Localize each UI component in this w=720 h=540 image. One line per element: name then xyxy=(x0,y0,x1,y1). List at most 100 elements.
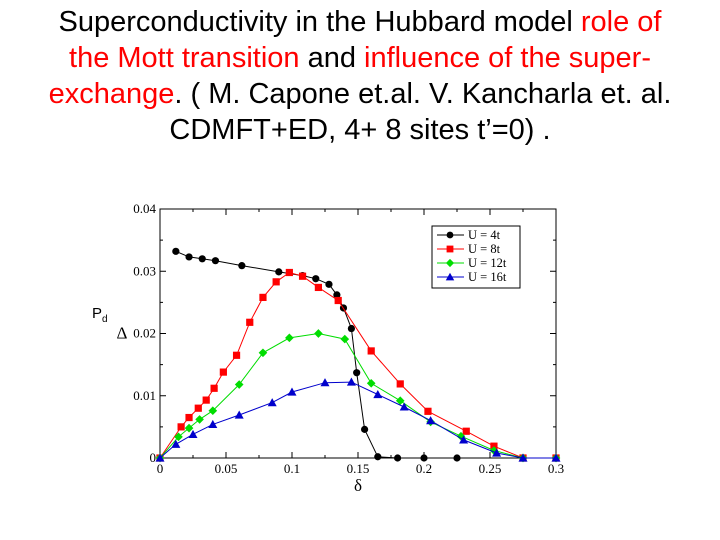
x-tick-label: 0.2 xyxy=(416,461,432,476)
data-point-series-4 xyxy=(188,429,198,438)
series-line-3 xyxy=(159,332,556,459)
x-tick-label: 0.25 xyxy=(479,461,502,476)
y-tick-label: 0.01 xyxy=(133,388,156,403)
legend-label: U = 4t xyxy=(468,228,501,242)
title-line: exchange. ( M. Capone et.al. V. Kancharl… xyxy=(0,76,720,112)
pd-annotation: Pd xyxy=(92,305,108,325)
data-point-series-2 xyxy=(259,293,267,301)
data-point-series-2 xyxy=(490,442,498,450)
data-point-series-1 xyxy=(333,291,341,299)
data-point-series-2 xyxy=(246,318,254,326)
data-point-series-4 xyxy=(373,390,383,399)
data-point-series-2 xyxy=(177,423,185,431)
data-point-series-1 xyxy=(211,257,220,265)
y-tick-label: 0.04 xyxy=(133,201,156,216)
data-point-series-4 xyxy=(171,439,181,448)
data-point-series-2 xyxy=(462,427,470,435)
data-point-series-3 xyxy=(208,406,218,416)
data-point-series-4 xyxy=(267,398,277,407)
title-segment: CDMFT+ED, 4+ 8 sites t’=0) . xyxy=(169,114,551,146)
data-point-series-1 xyxy=(361,425,369,433)
pd-subscript: d xyxy=(102,314,108,325)
legend-marker xyxy=(445,258,455,268)
data-point-series-3 xyxy=(174,432,183,442)
data-point-series-4 xyxy=(459,435,469,444)
legend-label: U = 12t xyxy=(468,256,507,270)
pd-label: P xyxy=(92,305,103,322)
data-point-series-3 xyxy=(258,348,268,358)
data-point-series-2 xyxy=(272,278,280,286)
data-point-series-2 xyxy=(219,368,227,376)
data-point-series-4 xyxy=(320,378,330,387)
data-point-series-3 xyxy=(314,329,323,338)
x-tick-label: 0.3 xyxy=(548,461,564,476)
title-segment-highlight: the Mott transition xyxy=(69,42,300,74)
data-point-series-4 xyxy=(518,453,528,462)
title-segment-highlight: exchange xyxy=(48,78,175,110)
data-point-series-4 xyxy=(234,410,244,419)
legend-label: U = 8t xyxy=(468,242,501,256)
data-point-series-2 xyxy=(185,413,193,422)
series-line-4 xyxy=(159,381,556,459)
data-point-series-4 xyxy=(551,453,561,462)
title-segment: . ( M. Capone et.al. V. Kancharla et. al… xyxy=(174,78,672,110)
data-point-series-4 xyxy=(399,402,409,411)
data-point-series-4 xyxy=(492,448,502,457)
data-point-series-2 xyxy=(194,404,202,412)
data-point-series-2 xyxy=(367,347,375,355)
data-point-series-1 xyxy=(238,262,246,270)
data-point-series-2 xyxy=(210,384,218,392)
data-point-series-2 xyxy=(396,380,404,388)
data-point-series-4 xyxy=(155,453,165,462)
data-point-series-4 xyxy=(287,387,297,396)
series-line-2 xyxy=(159,271,556,459)
legend-marker xyxy=(446,245,454,253)
legend-label: U = 16t xyxy=(468,270,507,284)
x-axis-label: δ xyxy=(354,476,362,495)
data-point-series-2 xyxy=(232,351,241,359)
title-line: the Mott transition and influence of the… xyxy=(0,40,720,76)
x-tick-label: 0.1 xyxy=(284,461,300,476)
data-point-series-1 xyxy=(198,255,206,263)
data-point-series-3 xyxy=(340,334,350,344)
data-point-series-2 xyxy=(285,268,293,277)
legend-marker xyxy=(445,272,455,281)
data-point-series-1 xyxy=(453,454,461,462)
data-point-series-1 xyxy=(275,268,283,276)
title-line: Superconductivity in the Hubbard model r… xyxy=(0,4,720,40)
data-point-series-2 xyxy=(202,396,210,404)
data-point-series-3 xyxy=(184,423,194,433)
y-tick-label: 0.03 xyxy=(133,263,156,278)
x-tick-label: 0 xyxy=(157,461,164,476)
y-tick-label: 0.02 xyxy=(133,326,156,341)
data-point-series-1 xyxy=(420,454,428,462)
data-point-series-3 xyxy=(395,396,405,406)
data-point-series-3 xyxy=(234,380,244,389)
legend-box xyxy=(431,225,521,289)
slide-title: Superconductivity in the Hubbard model r… xyxy=(0,4,720,148)
y-tick-label: 0 xyxy=(150,450,157,465)
data-point-series-1 xyxy=(325,280,333,288)
data-point-series-1 xyxy=(347,324,355,333)
data-point-series-2 xyxy=(424,407,432,415)
data-point-series-2 xyxy=(334,296,342,305)
data-point-series-3 xyxy=(285,333,294,343)
data-point-series-1 xyxy=(185,253,193,261)
data-point-series-4 xyxy=(426,416,436,425)
data-point-series-4 xyxy=(208,419,218,428)
data-point-series-3 xyxy=(366,378,376,388)
legend-marker xyxy=(446,231,454,239)
title-segment: Superconductivity in the Hubbard model xyxy=(58,6,581,38)
data-point-series-2 xyxy=(298,272,307,280)
data-point-series-1 xyxy=(374,453,382,461)
title-segment-highlight: influence of the super- xyxy=(364,42,651,74)
data-point-series-4 xyxy=(346,377,356,386)
data-point-series-2 xyxy=(314,283,322,292)
data-point-series-1 xyxy=(353,369,361,377)
data-point-series-1 xyxy=(312,275,320,283)
title-line: CDMFT+ED, 4+ 8 sites t’=0) . xyxy=(0,112,720,148)
data-point-series-1 xyxy=(172,247,180,255)
data-point-series-3 xyxy=(195,415,204,424)
data-point-series-1 xyxy=(394,454,402,462)
